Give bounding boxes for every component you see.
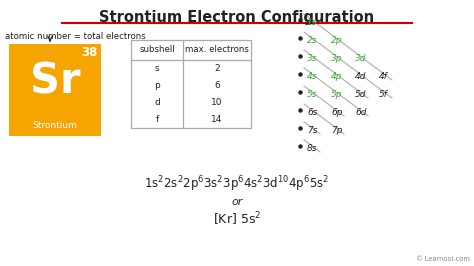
Text: 38: 38 bbox=[82, 46, 98, 59]
Text: © Learnool.com: © Learnool.com bbox=[416, 256, 470, 262]
Text: f: f bbox=[155, 115, 159, 124]
Text: Sr: Sr bbox=[30, 61, 80, 103]
Text: 7s: 7s bbox=[307, 126, 318, 135]
Text: 2p: 2p bbox=[331, 36, 343, 45]
Text: $\mathrm{[Kr]\ 5s^{2}}$: $\mathrm{[Kr]\ 5s^{2}}$ bbox=[213, 210, 261, 228]
Bar bbox=[131, 40, 251, 128]
Text: 7p: 7p bbox=[331, 126, 343, 135]
Text: 4f: 4f bbox=[379, 72, 388, 81]
Text: subshell: subshell bbox=[139, 45, 175, 55]
Text: 6: 6 bbox=[214, 81, 220, 90]
Text: 4s: 4s bbox=[307, 72, 318, 81]
Text: or: or bbox=[231, 197, 243, 207]
Text: 2s: 2s bbox=[307, 36, 318, 45]
Text: 6d: 6d bbox=[355, 108, 366, 117]
Text: 8s: 8s bbox=[307, 144, 318, 153]
Text: s: s bbox=[155, 64, 159, 73]
Text: 5p: 5p bbox=[331, 90, 343, 99]
Text: 5d: 5d bbox=[355, 90, 366, 99]
Text: 5f: 5f bbox=[379, 90, 388, 99]
Text: 3s: 3s bbox=[307, 54, 318, 63]
Text: 14: 14 bbox=[211, 115, 223, 124]
Text: 4p: 4p bbox=[331, 72, 343, 81]
Text: d: d bbox=[154, 98, 160, 107]
Text: 1s: 1s bbox=[307, 18, 318, 27]
Text: Strontium: Strontium bbox=[33, 120, 77, 130]
Text: 10: 10 bbox=[211, 98, 223, 107]
Text: 2: 2 bbox=[214, 64, 220, 73]
Text: 3d: 3d bbox=[355, 54, 366, 63]
Text: 4d: 4d bbox=[355, 72, 366, 81]
Text: 6s: 6s bbox=[307, 108, 318, 117]
Text: Strontium Electron Configuration: Strontium Electron Configuration bbox=[100, 10, 374, 25]
Text: $\mathrm{1s^{2}2s^{2}2p^{6}3s^{2}3p^{6}4s^{2}3d^{10}4p^{6}5s^{2}}$: $\mathrm{1s^{2}2s^{2}2p^{6}3s^{2}3p^{6}4… bbox=[145, 174, 329, 194]
Text: 5s: 5s bbox=[307, 90, 318, 99]
Text: atomic number = total electrons: atomic number = total electrons bbox=[5, 32, 146, 41]
Text: p: p bbox=[154, 81, 160, 90]
Text: max. electrons: max. electrons bbox=[185, 45, 249, 55]
Bar bbox=[9, 44, 101, 136]
Text: 3p: 3p bbox=[331, 54, 343, 63]
Text: 6p: 6p bbox=[331, 108, 343, 117]
